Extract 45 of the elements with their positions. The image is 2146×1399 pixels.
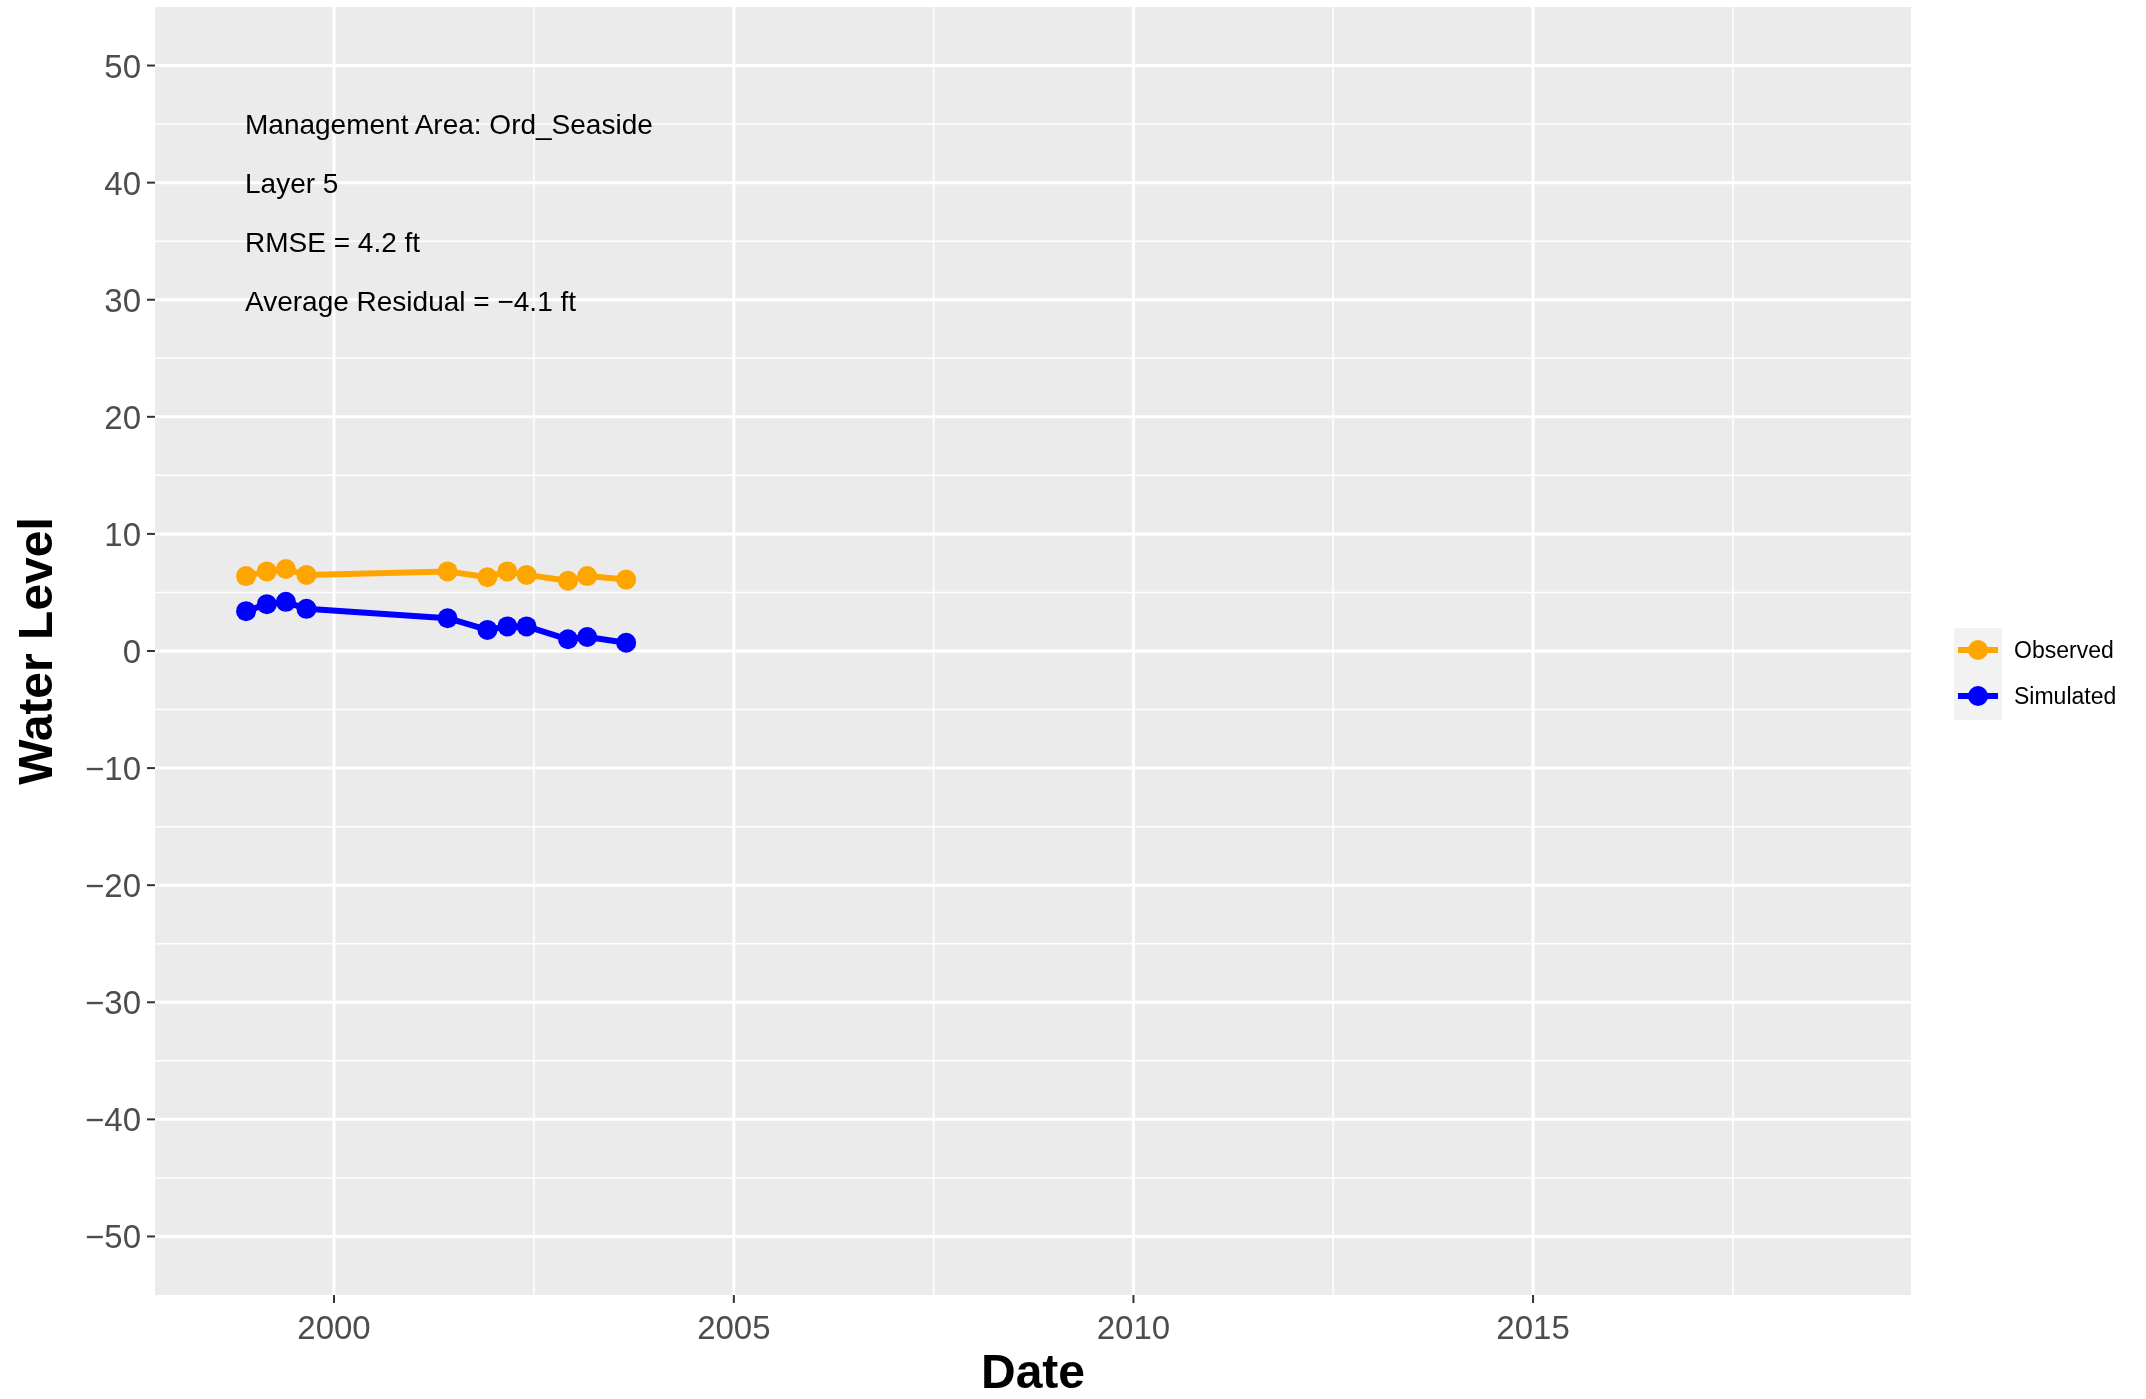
point — [236, 566, 257, 587]
y-tick-label: −50 — [85, 1218, 141, 1256]
point — [275, 559, 296, 580]
annotation: RMSE = 4.2 ft — [245, 227, 421, 258]
point — [477, 567, 498, 588]
y-tick-label: −20 — [85, 867, 141, 905]
y-tick-label: 40 — [104, 164, 141, 202]
y-tick-label: −40 — [85, 1101, 141, 1139]
y-tick-label: −30 — [85, 984, 141, 1022]
y-axis-title: Water Level — [9, 517, 62, 785]
point — [557, 629, 578, 650]
point — [616, 569, 637, 590]
x-tick-label: 2015 — [1496, 1309, 1570, 1346]
point — [275, 591, 296, 612]
point — [577, 566, 598, 587]
annotation: Layer 5 — [245, 168, 339, 199]
point — [437, 561, 458, 582]
point — [477, 619, 498, 640]
point — [516, 616, 537, 637]
point — [616, 632, 637, 653]
x-tick-label: 2010 — [1096, 1309, 1171, 1346]
point — [497, 616, 518, 637]
legend-label: Simulated — [2014, 683, 2117, 709]
point — [516, 564, 537, 585]
point — [236, 601, 257, 622]
point — [577, 626, 598, 647]
legend-label: Observed — [2014, 637, 2114, 663]
y-tick-label: 30 — [104, 281, 141, 319]
point — [256, 561, 277, 582]
point — [437, 608, 458, 629]
point — [296, 598, 317, 619]
point — [557, 570, 578, 591]
point — [497, 561, 518, 582]
y-tick-label: 20 — [104, 398, 141, 436]
annotation: Management Area: Ord_Seaside — [245, 109, 653, 140]
y-tick-label: 10 — [104, 515, 141, 553]
x-axis-title: Date — [980, 1345, 1086, 1398]
point — [296, 564, 317, 585]
y-tick-label: 50 — [104, 47, 141, 85]
y-tick-label: 0 — [122, 633, 141, 670]
x-tick-label: 2000 — [297, 1309, 371, 1346]
annotation: Average Residual = −4.1 ft — [245, 286, 577, 317]
point — [256, 594, 277, 615]
y-tick-label: −10 — [85, 750, 141, 788]
x-tick-label: 2005 — [697, 1309, 771, 1346]
